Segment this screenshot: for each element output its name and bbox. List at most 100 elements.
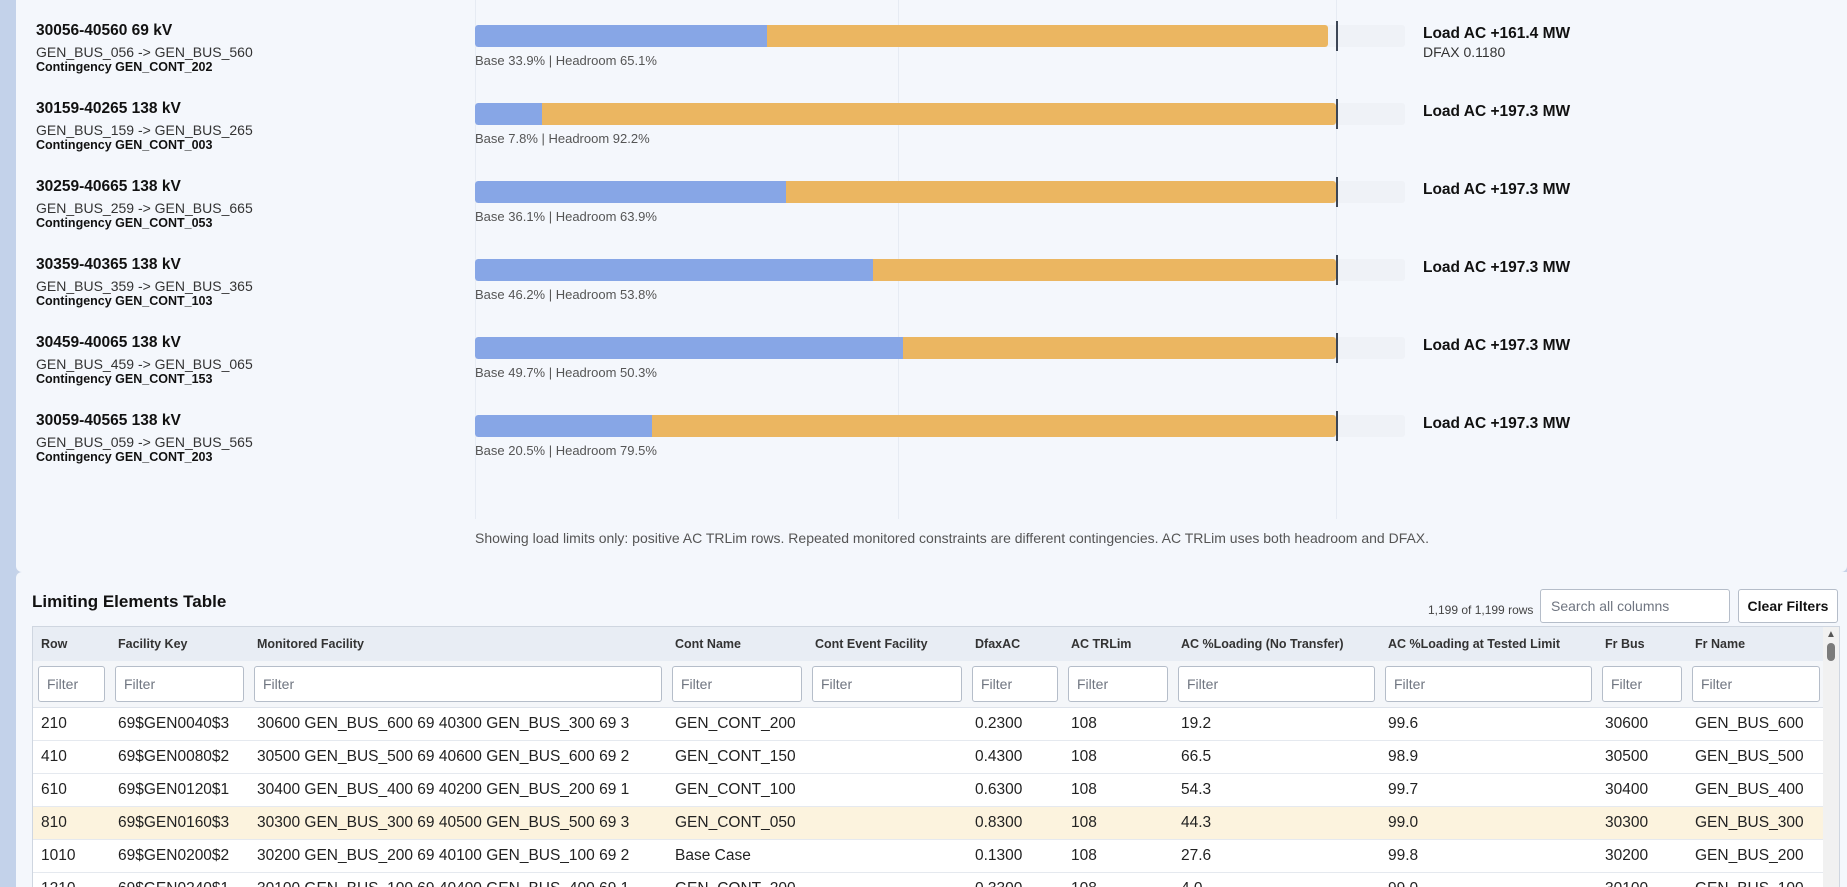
table-row[interactable]: 410 69$GEN0080$2 30500 GEN_BUS_500 69 4060…	[33, 740, 1825, 774]
table-cell	[807, 839, 967, 873]
table-cell: 108	[1063, 839, 1173, 873]
column-filter-cell	[1173, 661, 1380, 708]
table-cell: 1210	[33, 872, 110, 887]
bar-caption: Base 36.1% | Headroom 63.9%	[475, 209, 657, 224]
column-header[interactable]: AC %Loading at Tested Limit	[1380, 627, 1597, 661]
column-header[interactable]: AC %Loading (No Transfer)	[1173, 627, 1380, 661]
table-cell	[807, 707, 967, 741]
table-cell: 27.6	[1173, 839, 1380, 873]
loading-bar[interactable]	[475, 103, 1405, 125]
column-filter-cell	[110, 661, 249, 708]
table-cell: GEN_BUS_200	[1687, 839, 1825, 873]
table-cell: 210	[33, 707, 110, 741]
table-cell: 69$GEN0040$3	[110, 707, 249, 741]
table-cell: 108	[1063, 773, 1173, 807]
left-rail	[0, 0, 16, 887]
table-scrollbar[interactable]: ▲	[1823, 627, 1839, 887]
column-filter-input[interactable]	[1068, 665, 1168, 702]
limit-marker	[1336, 255, 1338, 285]
column-header[interactable]: Cont Event Facility	[807, 627, 967, 661]
table-cell: 4.0	[1173, 872, 1380, 887]
table-cell: Base Case	[667, 839, 807, 873]
bar-caption: Base 46.2% | Headroom 53.8%	[475, 287, 657, 302]
column-header[interactable]: AC TRLim	[1063, 627, 1173, 661]
base-loading-segment	[475, 415, 652, 437]
headroom-segment	[767, 25, 1328, 47]
column-filter-cell	[249, 661, 667, 708]
column-filter-input[interactable]	[1602, 665, 1682, 702]
base-loading-segment	[475, 181, 786, 203]
column-header[interactable]: Monitored Facility	[249, 627, 667, 661]
constraint-title: 30359-40365 138 kV	[36, 256, 181, 273]
headroom-segment	[652, 415, 1336, 437]
column-filter-input[interactable]	[38, 665, 105, 702]
column-header[interactable]: Fr Name	[1687, 627, 1825, 661]
table-row[interactable]: 121069$GEN0240$130100 GEN_BUS_100 69 404…	[33, 872, 1825, 887]
table-cell: 30100	[1597, 872, 1687, 887]
constraint-contingency: Contingency GEN_CONT_003	[36, 138, 213, 152]
column-header[interactable]: Cont Name	[667, 627, 807, 661]
loading-bar[interactable]	[475, 259, 1405, 281]
column-header[interactable]: DfaxAC	[967, 627, 1063, 661]
column-filter-cell	[807, 661, 967, 708]
column-header[interactable]: Row	[33, 627, 110, 661]
table-cell: 66.5	[1173, 740, 1380, 774]
column-filter-input[interactable]	[1692, 665, 1820, 702]
table-row[interactable]: 610 69$GEN0120$1 30400 GEN_BUS_400 69 4020…	[33, 773, 1825, 807]
constraint-title: 30159-40265 138 kV	[36, 100, 181, 117]
constraint-path: GEN_BUS_259 -> GEN_BUS_665	[36, 200, 253, 216]
table-cell: 610	[33, 773, 110, 807]
constraint-contingency: Contingency GEN_CONT_202	[36, 60, 213, 74]
constraint-contingency: Contingency GEN_CONT_203	[36, 450, 213, 464]
column-filter-input[interactable]	[115, 665, 244, 702]
column-filter-cell	[1597, 661, 1687, 708]
bar-caption: Base 7.8% | Headroom 92.2%	[475, 131, 650, 146]
column-filter-input[interactable]	[1178, 665, 1375, 702]
table-row[interactable]: 210 69$GEN0040$3 30600 GEN_BUS_600 69 4030…	[33, 707, 1825, 741]
column-header[interactable]: Fr Bus	[1597, 627, 1687, 661]
constraint-title: 30459-40065 138 kV	[36, 334, 181, 351]
loading-bar[interactable]	[475, 181, 1405, 203]
clear-filters-button[interactable]: Clear Filters	[1738, 589, 1838, 623]
column-filter-input[interactable]	[672, 665, 802, 702]
load-limit-label: Load AC +197.3 MW	[1423, 103, 1571, 120]
limiting-elements-grid: Row Facility Key Monitored Facility Cont Na…	[32, 626, 1840, 887]
column-filter-cell	[1687, 661, 1825, 708]
scroll-up-icon[interactable]: ▲	[1826, 629, 1836, 640]
table-cell: GEN_CONT_200	[667, 707, 807, 741]
load-limit-label: Load AC +197.3 MW	[1423, 415, 1571, 432]
column-filter-input[interactable]	[812, 665, 962, 702]
table-row[interactable]: 810 69$GEN0160$3 30300 GEN_BUS_300 69 4050…	[33, 806, 1825, 840]
column-filter-input[interactable]	[972, 665, 1058, 702]
table-cell: 69$GEN0160$3	[110, 806, 249, 840]
constraint-path: GEN_BUS_056 -> GEN_BUS_560	[36, 44, 253, 60]
column-filter-input[interactable]	[254, 665, 662, 702]
load-limit-label: Load AC +197.3 MW	[1423, 259, 1571, 276]
table-cell: GEN_CONT_150	[667, 740, 807, 774]
table-cell: 30100 GEN_BUS_100 69 40400 GEN_BUS_400 6…	[249, 872, 667, 887]
table-row[interactable]: 1010 69$GEN0200$2 30200 GEN_BUS_200 69 401…	[33, 839, 1825, 873]
table-cell: GEN_BUS_300	[1687, 806, 1825, 840]
constraint-contingency: Contingency GEN_CONT_053	[36, 216, 213, 230]
column-filter-input[interactable]	[1385, 665, 1592, 702]
table-cell: 108	[1063, 707, 1173, 741]
table-cell: 30600 GEN_BUS_600 69 40300 GEN_BUS_300 6…	[249, 707, 667, 741]
scrollbar-thumb[interactable]	[1827, 643, 1835, 661]
constraint-title: 30059-40565 138 kV	[36, 412, 181, 429]
table-cell: 0.4300	[967, 740, 1063, 774]
table-cell: 30200 GEN_BUS_200 69 40100 GEN_BUS_100 6…	[249, 839, 667, 873]
loading-bar[interactable]	[475, 337, 1405, 359]
loading-bar[interactable]	[475, 415, 1405, 437]
table-cell: 99.7	[1380, 773, 1597, 807]
table-cell: 99.0	[1380, 806, 1597, 840]
bar-caption: Base 33.9% | Headroom 65.1%	[475, 53, 657, 68]
table-cell: 410	[33, 740, 110, 774]
table-cell: 30400	[1597, 773, 1687, 807]
limit-marker	[1336, 21, 1338, 51]
table-cell: 69$GEN0240$1	[110, 872, 249, 887]
table-cell: 69$GEN0080$2	[110, 740, 249, 774]
search-all-columns-input[interactable]	[1540, 589, 1730, 623]
load-limit-label: Load AC +197.3 MW	[1423, 337, 1571, 354]
column-header[interactable]: Facility Key	[110, 627, 249, 661]
loading-bar[interactable]	[475, 25, 1405, 47]
